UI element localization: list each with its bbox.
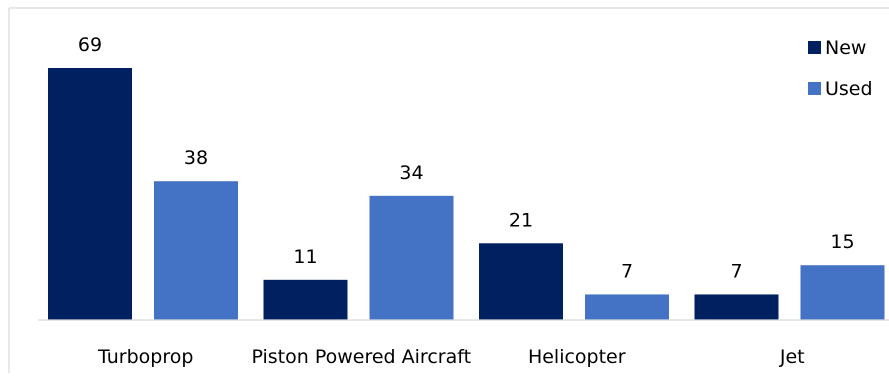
bar-turboprop-new — [48, 68, 132, 320]
category-labels-group: Turboprop Piston Powered Aircraft Helicopt… — [97, 346, 805, 368]
data-label-jet-used: 15 — [830, 231, 854, 253]
bar-piston-powered-aircraft-used — [369, 195, 454, 320]
data-label-piston-powered-aircraft-used: 34 — [399, 162, 423, 184]
data-label-piston-powered-aircraft-new: 11 — [293, 246, 317, 268]
legend-swatch-used — [808, 82, 821, 95]
data-label-turboprop-used: 38 — [184, 147, 208, 169]
category-label-helicopter: Helicopter — [528, 346, 626, 368]
bar-jet-new — [694, 294, 779, 320]
category-label-turboprop: Turboprop — [97, 346, 193, 368]
bars-group — [48, 68, 885, 320]
data-label-jet-new: 7 — [730, 260, 742, 282]
legend-swatch-new — [808, 41, 821, 54]
bar-helicopter-used — [585, 294, 669, 320]
bar-jet-used — [800, 265, 885, 320]
bar-helicopter-new — [479, 243, 563, 320]
data-label-turboprop-new: 69 — [78, 34, 102, 56]
category-label-jet: Jet — [779, 346, 805, 368]
data-labels-group: 69 38 11 34 21 7 7 15 — [78, 34, 855, 282]
data-label-helicopter-new: 21 — [509, 209, 533, 231]
bar-piston-powered-aircraft-new — [263, 279, 348, 320]
bar-turboprop-used — [154, 181, 238, 320]
legend-label-new: New — [825, 37, 866, 59]
data-label-helicopter-used: 7 — [621, 260, 633, 282]
legend: New Used — [808, 37, 873, 100]
category-label-piston-powered-aircraft: Piston Powered Aircraft — [251, 346, 471, 368]
legend-label-used: Used — [825, 78, 873, 100]
